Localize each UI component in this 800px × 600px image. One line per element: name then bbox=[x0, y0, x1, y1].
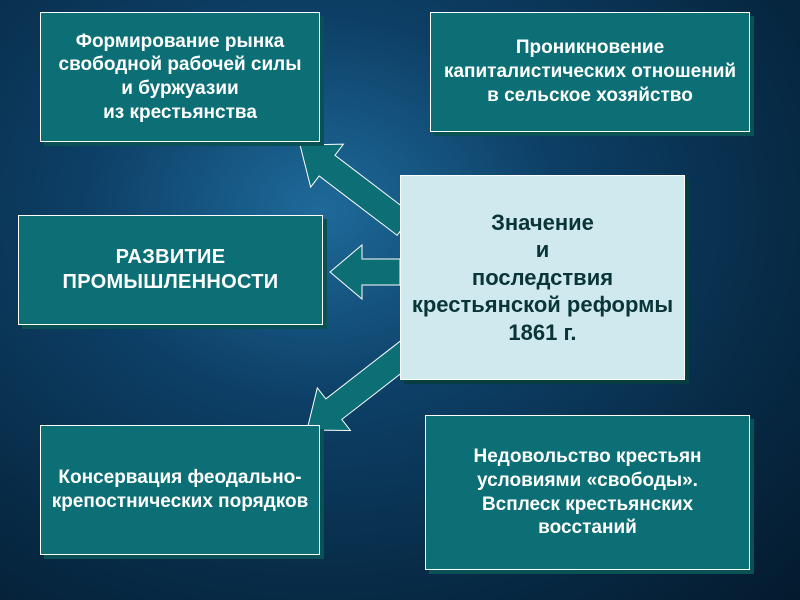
node-label: Значениеипоследствия крестьянской реформ… bbox=[411, 209, 674, 347]
arrow bbox=[330, 245, 400, 299]
node-mid-left: РАЗВИТИЕ ПРОМЫШЛЕННОСТИ bbox=[18, 215, 323, 325]
node-label: РАЗВИТИЕ ПРОМЫШЛЕННОСТИ bbox=[29, 245, 312, 295]
node-label: Консервация феодально-крепостнических по… bbox=[51, 466, 309, 514]
node-bottom-right: Недовольство крестьянусловиями «свободы»… bbox=[425, 415, 750, 570]
node-label: Проникновение капиталистических отношени… bbox=[441, 36, 739, 107]
node-center: Значениеипоследствия крестьянской реформ… bbox=[400, 175, 685, 380]
node-bottom-left: Консервация феодально-крепостнических по… bbox=[40, 425, 320, 555]
node-top-left: Формирование рынкасвободной рабочей силы… bbox=[40, 12, 320, 142]
node-label: Недовольство крестьянусловиями «свободы»… bbox=[436, 445, 739, 540]
node-top-right: Проникновение капиталистических отношени… bbox=[430, 12, 750, 132]
node-label: Формирование рынкасвободной рабочей силы… bbox=[51, 30, 309, 125]
